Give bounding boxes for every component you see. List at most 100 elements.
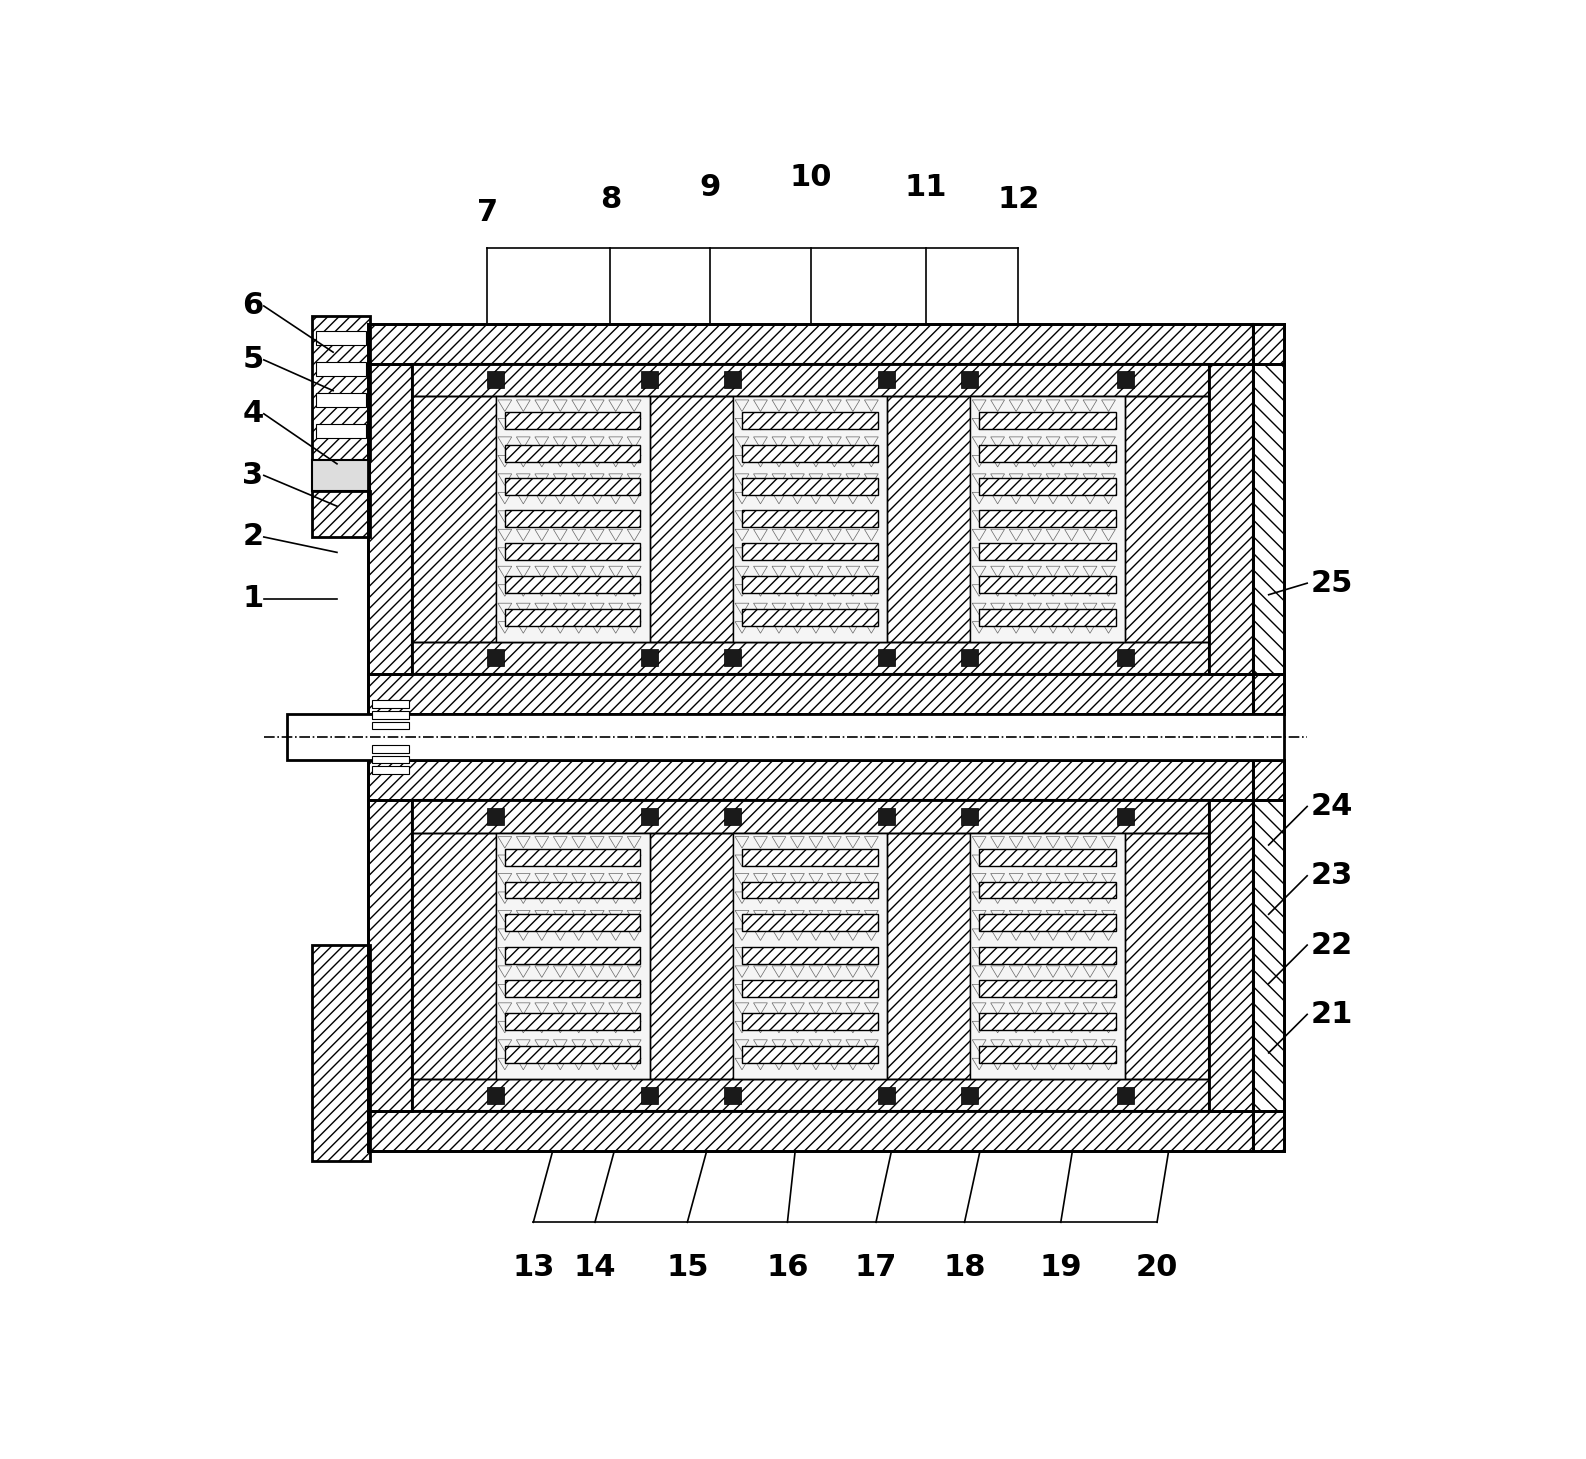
Bar: [312, 945, 370, 1161]
Bar: [368, 363, 412, 674]
Text: 18: 18: [944, 1253, 986, 1282]
Bar: [312, 490, 370, 537]
Bar: [971, 833, 1126, 1080]
Bar: [1253, 324, 1285, 363]
Bar: [504, 980, 641, 998]
Bar: [742, 1046, 877, 1064]
Text: 22: 22: [1312, 931, 1353, 960]
Bar: [371, 746, 409, 753]
Bar: [504, 947, 641, 964]
Text: 23: 23: [1312, 861, 1353, 890]
Bar: [1126, 833, 1209, 1080]
Bar: [979, 1046, 1117, 1064]
Bar: [1117, 808, 1134, 824]
Bar: [650, 833, 733, 1080]
Bar: [733, 833, 887, 1080]
Bar: [742, 947, 877, 964]
Bar: [368, 801, 412, 1112]
Bar: [412, 801, 1209, 833]
Bar: [1209, 363, 1253, 674]
Text: 7: 7: [476, 198, 498, 228]
Bar: [979, 915, 1117, 931]
Text: 24: 24: [1312, 792, 1353, 821]
Bar: [725, 808, 741, 824]
Bar: [879, 649, 895, 667]
Bar: [504, 1046, 641, 1064]
Bar: [412, 642, 1209, 674]
Bar: [412, 395, 495, 642]
Bar: [504, 915, 641, 931]
Bar: [742, 543, 877, 560]
Text: 19: 19: [1039, 1253, 1082, 1282]
Text: 8: 8: [600, 185, 622, 213]
Bar: [316, 362, 366, 376]
Bar: [412, 833, 495, 1080]
Bar: [495, 395, 650, 642]
Bar: [979, 576, 1117, 592]
Text: 16: 16: [766, 1253, 809, 1282]
Bar: [733, 395, 887, 642]
Bar: [979, 608, 1117, 626]
Text: 17: 17: [855, 1253, 898, 1282]
Bar: [979, 849, 1117, 865]
Bar: [887, 833, 971, 1080]
Text: 1: 1: [243, 584, 263, 613]
Bar: [371, 700, 409, 708]
Bar: [961, 649, 979, 667]
Bar: [504, 511, 641, 527]
Bar: [504, 1013, 641, 1030]
Bar: [742, 608, 877, 626]
Bar: [650, 395, 733, 642]
Bar: [1253, 363, 1285, 674]
Bar: [979, 445, 1117, 461]
Bar: [1117, 372, 1134, 388]
Bar: [641, 1087, 658, 1103]
Text: 3: 3: [243, 461, 263, 490]
Text: 10: 10: [790, 163, 831, 193]
Bar: [1253, 760, 1285, 801]
Bar: [495, 833, 650, 1080]
Text: 20: 20: [1136, 1253, 1178, 1282]
Bar: [742, 980, 877, 998]
Bar: [371, 766, 409, 775]
Bar: [1209, 801, 1253, 1112]
Bar: [312, 460, 370, 490]
Text: 9: 9: [699, 174, 722, 201]
Bar: [371, 722, 409, 730]
Bar: [979, 511, 1117, 527]
Bar: [487, 649, 504, 667]
Bar: [412, 363, 1209, 674]
Bar: [1253, 801, 1285, 1112]
Bar: [368, 760, 1253, 801]
Bar: [742, 1013, 877, 1030]
Bar: [879, 808, 895, 824]
Bar: [312, 317, 370, 460]
Bar: [495, 833, 650, 1080]
Text: 25: 25: [1312, 569, 1353, 598]
Bar: [733, 833, 887, 1080]
Bar: [1117, 649, 1134, 667]
Bar: [495, 395, 650, 642]
Bar: [641, 808, 658, 824]
Bar: [742, 445, 877, 461]
Text: 4: 4: [243, 400, 263, 429]
Bar: [979, 881, 1117, 899]
Bar: [1126, 395, 1209, 642]
Text: 21: 21: [1312, 999, 1353, 1029]
Bar: [487, 1087, 504, 1103]
Bar: [979, 947, 1117, 964]
Bar: [979, 477, 1117, 495]
Bar: [887, 395, 971, 642]
Bar: [368, 324, 1253, 363]
Bar: [879, 372, 895, 388]
Bar: [971, 833, 1126, 1080]
Bar: [487, 372, 504, 388]
Bar: [1117, 1087, 1134, 1103]
Bar: [504, 576, 641, 592]
Bar: [742, 849, 877, 865]
Text: 13: 13: [512, 1253, 555, 1282]
Bar: [733, 395, 887, 642]
Text: 12: 12: [998, 185, 1039, 213]
Bar: [504, 881, 641, 899]
Bar: [979, 411, 1117, 429]
